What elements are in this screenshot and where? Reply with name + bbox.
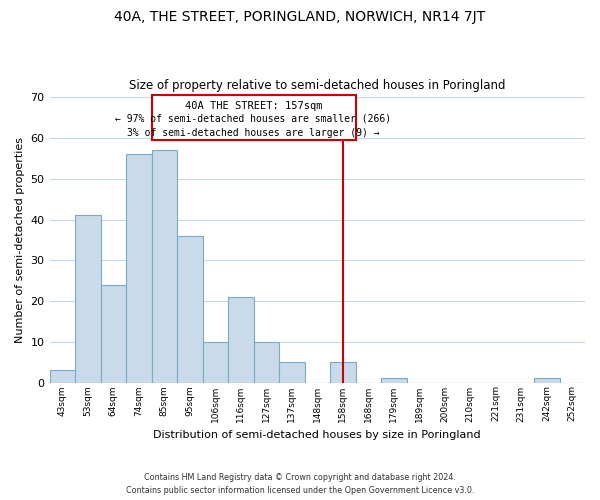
Text: Contains HM Land Registry data © Crown copyright and database right 2024.
Contai: Contains HM Land Registry data © Crown c… (126, 473, 474, 495)
Bar (279, 362, 305, 382)
Bar (534, 378, 560, 382)
Bar (177, 236, 203, 382)
Bar (75, 216, 101, 382)
FancyBboxPatch shape (152, 96, 356, 140)
Bar (152, 150, 177, 382)
Title: Size of property relative to semi-detached houses in Poringland: Size of property relative to semi-detach… (129, 79, 506, 92)
Bar (254, 342, 279, 382)
Text: 40A, THE STREET, PORINGLAND, NORWICH, NR14 7JT: 40A, THE STREET, PORINGLAND, NORWICH, NR… (115, 10, 485, 24)
Bar (381, 378, 407, 382)
Bar (228, 297, 254, 382)
Bar (50, 370, 75, 382)
Bar (101, 284, 126, 382)
Text: 3% of semi-detached houses are larger (9) →: 3% of semi-detached houses are larger (9… (127, 128, 380, 138)
Bar (203, 342, 228, 382)
Bar (126, 154, 152, 382)
X-axis label: Distribution of semi-detached houses by size in Poringland: Distribution of semi-detached houses by … (154, 430, 481, 440)
Text: ← 97% of semi-detached houses are smaller (266): ← 97% of semi-detached houses are smalle… (115, 114, 392, 124)
Bar (330, 362, 356, 382)
Text: 40A THE STREET: 157sqm: 40A THE STREET: 157sqm (185, 102, 322, 112)
Y-axis label: Number of semi-detached properties: Number of semi-detached properties (15, 137, 25, 343)
